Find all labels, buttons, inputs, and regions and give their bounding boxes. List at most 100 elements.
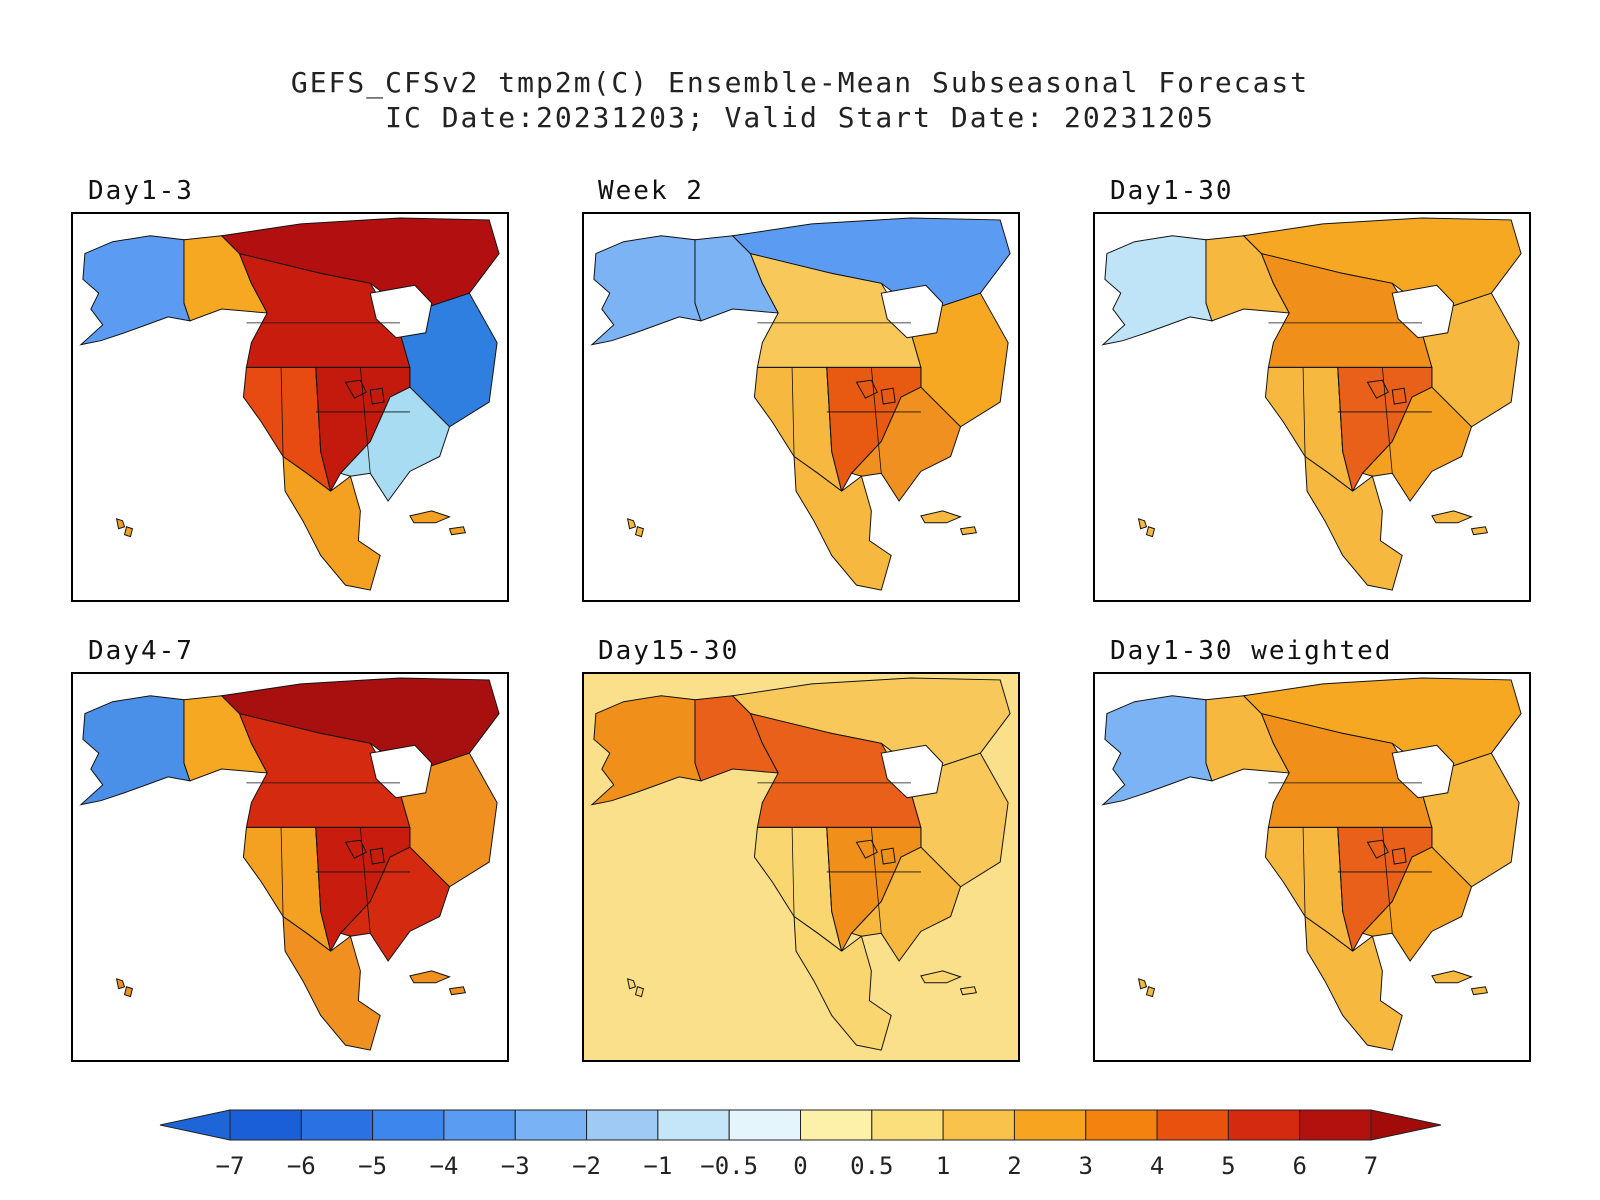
colorbar-tick-label: 7 (1364, 1152, 1378, 1180)
colorbar-swatch (514, 1109, 588, 1141)
political-boundary (359, 367, 371, 474)
island (634, 986, 645, 998)
great-lake-outline (1366, 839, 1389, 859)
island (1470, 986, 1489, 996)
panel-label-week2: Week 2 (598, 176, 704, 206)
region-alaska (79, 235, 191, 346)
colorbar-tick-label: −0.5 (700, 1152, 758, 1180)
colorbar-swatch (1013, 1109, 1087, 1141)
map-panel-day1-30-weighted (1093, 672, 1531, 1062)
colorbar-tick-label: −1 (643, 1152, 672, 1180)
colorbar-tick-label: −7 (216, 1152, 245, 1180)
island (1137, 518, 1148, 530)
political-boundary (280, 827, 284, 917)
island (959, 526, 978, 536)
colorbar-tick-label: 0 (793, 1152, 807, 1180)
map-panel-day15-30 (582, 672, 1020, 1062)
hudson-bay (1391, 284, 1455, 339)
map-svg (584, 674, 1018, 1060)
political-boundary (870, 367, 882, 474)
island (123, 526, 134, 538)
great-lake-outline (1391, 847, 1407, 865)
colorbar-swatch (728, 1109, 801, 1141)
region-mexico (282, 455, 381, 591)
colorbar-swatch (942, 1109, 1015, 1141)
colorbar-tick-label: 5 (1221, 1152, 1235, 1180)
region-us-east (339, 386, 451, 502)
political-boundary (280, 367, 284, 457)
region-alaska (590, 235, 702, 346)
region-mexico (793, 915, 892, 1051)
panel-label-day4-7: Day4-7 (88, 636, 194, 666)
region-mexico (793, 455, 892, 591)
political-boundary (359, 827, 371, 934)
political-boundary (1381, 367, 1393, 474)
great-lake-outline (880, 387, 896, 405)
great-lake-outline (880, 847, 896, 865)
island (123, 986, 134, 998)
colorbar-low-arrow (159, 1109, 231, 1141)
political-boundary (315, 827, 322, 912)
region-mexico (282, 915, 381, 1051)
panel-label-day1-30-weighted: Day1-30 weighted (1110, 636, 1393, 666)
colorbar-tick-label: 4 (1150, 1152, 1164, 1180)
colorbar-tick-label: 2 (1007, 1152, 1021, 1180)
panel-label-day1-30: Day1-30 (1110, 176, 1234, 206)
island (115, 978, 126, 990)
political-boundary (315, 367, 322, 452)
island (634, 526, 645, 538)
political-boundary (1381, 827, 1393, 934)
colorbar-swatch (586, 1109, 659, 1141)
region-alaska (1101, 235, 1213, 346)
great-lake-outline (344, 839, 367, 859)
panel-label-day1-3: Day1-3 (88, 176, 194, 206)
island (448, 526, 467, 536)
island (1145, 526, 1156, 538)
map-panel-day4-7 (71, 672, 509, 1062)
great-lake-outline (855, 839, 878, 859)
political-boundary (1337, 367, 1344, 452)
colorbar-tick-label: 6 (1292, 1152, 1306, 1180)
map-svg (73, 214, 507, 600)
region-mexico (1304, 915, 1403, 1051)
region-alaska (1101, 695, 1213, 806)
political-boundary (870, 827, 882, 934)
island (1145, 986, 1156, 998)
colorbar-swatch (1085, 1109, 1158, 1141)
island (959, 986, 978, 996)
region-alaska (590, 695, 702, 806)
great-lake-outline (344, 379, 367, 399)
map-panel-week2 (582, 212, 1020, 602)
hudson-bay (1391, 744, 1455, 799)
island (1431, 970, 1473, 984)
great-lake-outline (855, 379, 878, 399)
map-panel-day1-30 (1093, 212, 1531, 602)
colorbar-tick-label: −4 (429, 1152, 458, 1180)
political-boundary (1302, 367, 1306, 457)
colorbar-swatch (1299, 1109, 1372, 1141)
great-lake-outline (369, 387, 385, 405)
island (1431, 510, 1473, 524)
colorbar-legend: −7 −6 −5 −4 −3 −2 −1 −0.5 0 0.5 1 2 3 4 5 6 7 (159, 1109, 1442, 1180)
panel-label-day15-30: Day15-30 (598, 636, 740, 666)
colorbar-tick-label: −5 (358, 1152, 387, 1180)
island (115, 518, 126, 530)
great-lake-outline (369, 847, 385, 865)
map-panel-day1-3 (71, 212, 509, 602)
island (409, 970, 451, 984)
political-boundary (826, 827, 833, 912)
political-boundary (1337, 827, 1344, 912)
colorbar-tick-label: 3 (1079, 1152, 1093, 1180)
political-boundary (826, 367, 833, 452)
hudson-bay (369, 744, 433, 799)
colorbar-tick-label: 1 (936, 1152, 950, 1180)
island (1137, 978, 1148, 990)
political-boundary (791, 827, 795, 917)
great-lake-outline (1391, 387, 1407, 405)
region-us-east (1361, 386, 1473, 502)
region-us-east (850, 386, 962, 502)
map-svg (73, 674, 507, 1060)
chart-subtitle: IC Date:20231203; Valid Start Date: 2023… (385, 101, 1215, 134)
hudson-bay (880, 744, 944, 799)
colorbar-tick-label: −2 (572, 1152, 601, 1180)
